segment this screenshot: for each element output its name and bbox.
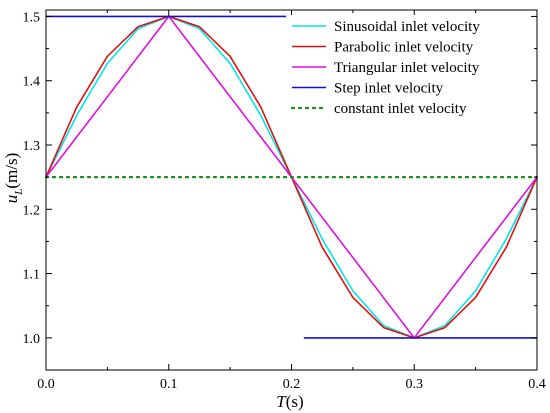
legend-box — [286, 15, 528, 128]
x-axis-label-main: T — [276, 392, 287, 411]
legend-label-parabolic-inlet-velocity: Parabolic inlet velocity — [334, 40, 474, 56]
y-tick-label: 1.5 — [23, 10, 41, 25]
legend-label-step-inlet-velocity: Step inlet velocity — [334, 81, 444, 97]
x-axis-label-unit: (s) — [286, 392, 304, 411]
y-axis-label-unit: (m/s) — [2, 153, 21, 189]
ticks: 0.0 0.1 0.2 0.3 0.4 1.0 1.1 1.2 1.3 1.4 1.5 — [23, 10, 546, 392]
y-tick-label: 1.4 — [23, 75, 41, 90]
legend-label-sinusoidal-inlet-velocity: Sinusoidal inlet velocity — [334, 19, 480, 35]
x-tick-label: 0.3 — [406, 377, 424, 392]
y-tick-label: 1.1 — [23, 268, 41, 283]
x-axis-label: T(s) — [276, 392, 303, 411]
y-axis-label-sub: L — [13, 189, 25, 196]
x-tick-label: 0.1 — [160, 377, 178, 392]
legend-label-triangular-inlet-velocity: Triangular inlet velocity — [334, 60, 480, 76]
y-axis-label-main: u — [2, 195, 21, 204]
x-tick-label: 0.2 — [283, 377, 301, 392]
legend: Sinusoidal inlet velocity Parabolic inlet… — [286, 15, 528, 128]
x-tick-label: 0.0 — [37, 377, 55, 392]
y-tick-label: 1.3 — [23, 139, 41, 154]
y-tick-label: 1.2 — [23, 203, 41, 218]
y-tick-label: 1.0 — [23, 332, 41, 347]
legend-label-constant-inlet-velocity: constant inlet velocity — [334, 101, 467, 117]
y-axis-label: uL(m/s) — [2, 153, 25, 204]
plot-lines — [44, 15, 539, 339]
x-tick-label: 0.4 — [528, 377, 546, 392]
